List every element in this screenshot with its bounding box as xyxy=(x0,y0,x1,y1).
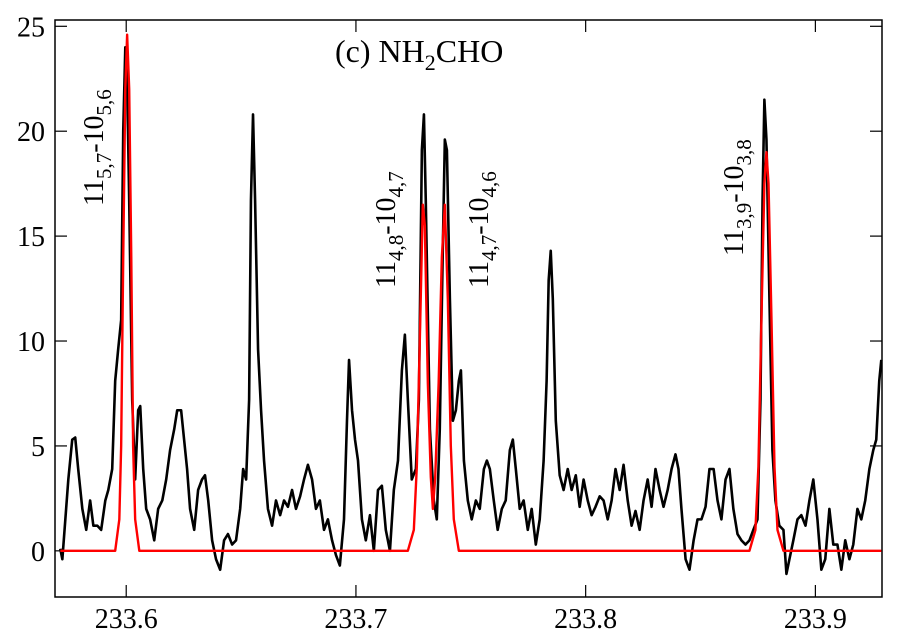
x-tick-label: 233.9 xyxy=(784,604,847,635)
y-tick-label: 0 xyxy=(31,537,45,568)
label-part: 11 xyxy=(464,261,495,288)
x-tick-label: 233.7 xyxy=(324,604,387,635)
plot-frame xyxy=(54,19,883,598)
spectrum-line xyxy=(60,33,882,553)
label-part: 4,7 xyxy=(477,235,501,261)
x-tick-label: 233.6 xyxy=(95,604,158,635)
label-part: 5,6 xyxy=(92,89,116,115)
title-part: 2 xyxy=(425,50,436,75)
spectrum-line xyxy=(59,45,883,576)
y-tick-label: 25 xyxy=(17,12,45,43)
transition-label: 114,8-104,7 xyxy=(371,171,408,288)
transition-label: 114,7-104,6 xyxy=(464,171,501,288)
label-part: 11 xyxy=(371,261,402,288)
label-part: -10 xyxy=(464,197,495,234)
label-part: 5,7 xyxy=(92,153,116,179)
title-part: (c) NH xyxy=(335,33,425,69)
label-part: -10 xyxy=(79,115,110,152)
label-part: 11 xyxy=(79,179,110,206)
y-tick-label: 15 xyxy=(17,222,45,253)
chart-title: (c) NH2CHO xyxy=(335,33,503,75)
label-part: 3,9 xyxy=(732,203,756,229)
y-tick-label: 20 xyxy=(17,117,45,148)
y-tick-label: 10 xyxy=(17,327,45,358)
label-part: 3,8 xyxy=(732,139,756,165)
label-part: 11 xyxy=(719,229,750,256)
title-part: CHO xyxy=(436,33,504,69)
label-part: 4,7 xyxy=(384,171,408,197)
label-part: -10 xyxy=(371,197,402,234)
label-part: 4,8 xyxy=(384,235,408,261)
transition-label: 115,7-105,6 xyxy=(79,89,116,206)
transition-label: 113,9-103,8 xyxy=(719,139,756,256)
label-part: -10 xyxy=(719,165,750,202)
x-tick-label: 233.8 xyxy=(554,604,617,635)
label-part: 4,6 xyxy=(477,171,501,197)
y-tick-label: 5 xyxy=(31,432,45,463)
